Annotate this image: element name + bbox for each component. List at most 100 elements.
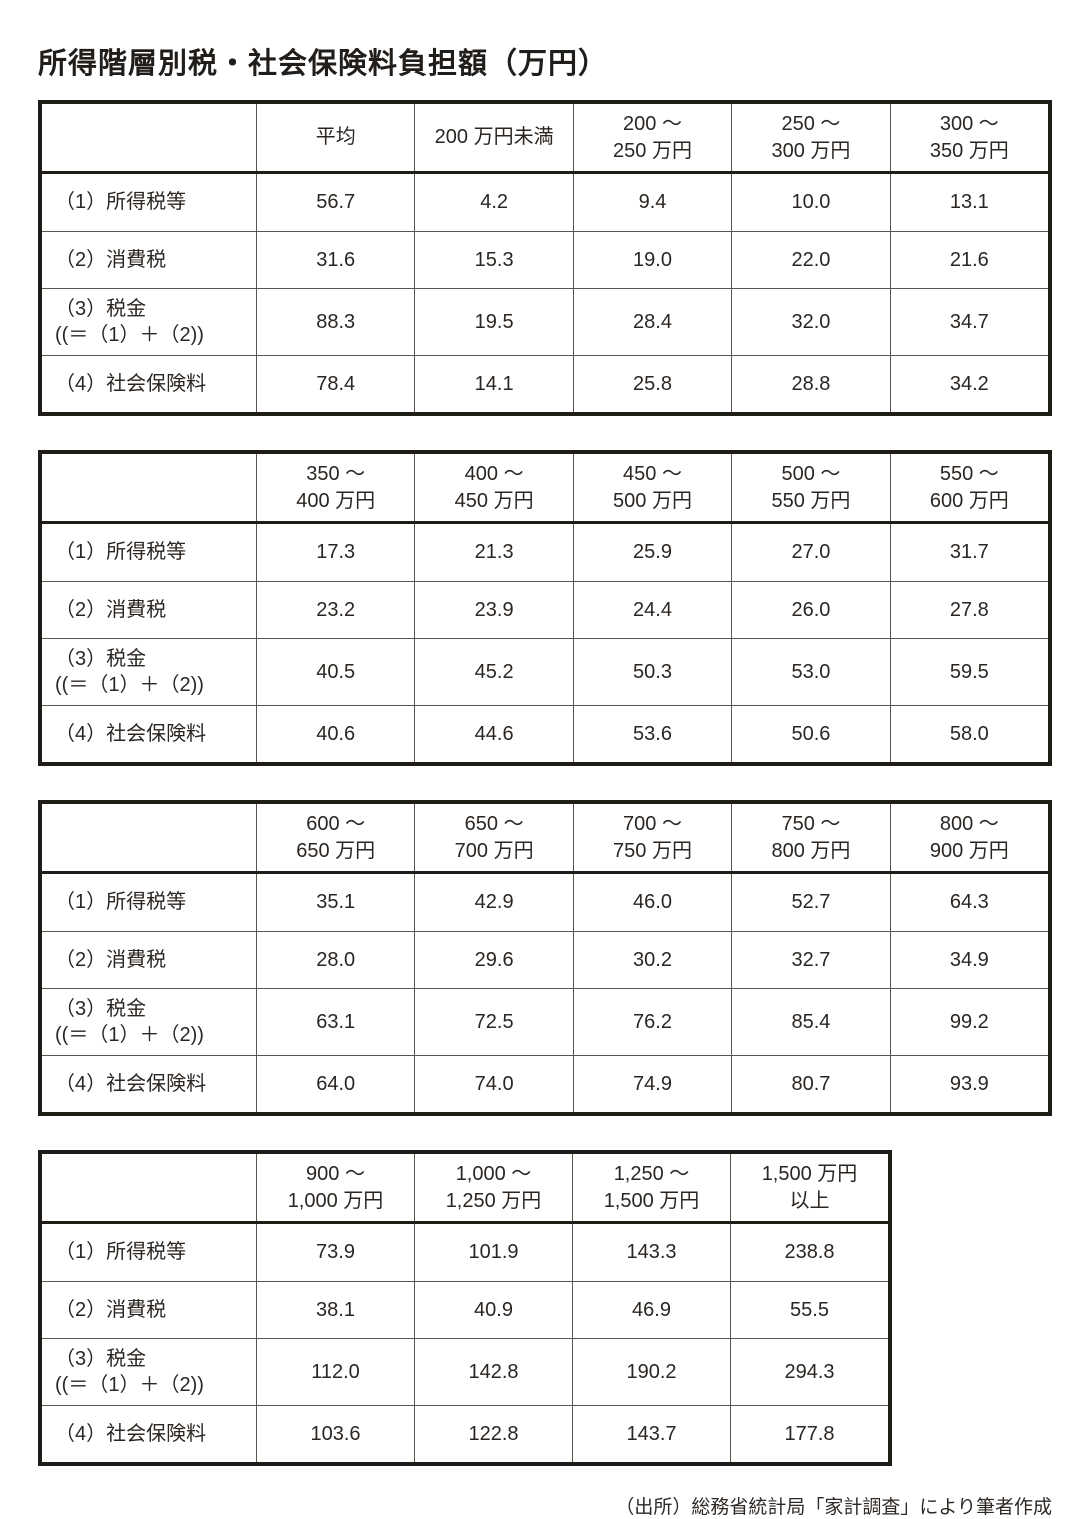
data-cell: 25.9 — [572, 524, 731, 581]
data-cell: 28.8 — [731, 356, 889, 412]
data-cell: 53.0 — [731, 639, 889, 705]
row-label-cell: （1）所得税等 — [42, 1224, 256, 1281]
cell-text-line: 74.0 — [474, 1072, 514, 1095]
cell-text-line: 72.5 — [474, 1010, 514, 1033]
cell-text-line: 1,000 万円 — [287, 1189, 384, 1212]
cell-text-line: 500 ～ — [781, 463, 841, 486]
cell-text-line: ((＝（1）＋（2)) — [55, 1024, 204, 1046]
cell-text-line: 122.8 — [468, 1422, 519, 1445]
corner-cell — [42, 104, 256, 171]
cell-text-line: 900 万円 — [929, 839, 1009, 862]
cell-text-line: 550 ～ — [939, 463, 999, 486]
cell-text-line: （3）税金 — [55, 647, 147, 670]
cell-text-line: 1,250 万円 — [445, 1189, 542, 1212]
column-header-cell: 700 ～ 750 万円 — [572, 804, 731, 871]
cell-text-line: （1）所得税等 — [55, 191, 187, 214]
data-cell: 27.0 — [731, 524, 889, 581]
cell-text-line: 190.2 — [626, 1360, 677, 1383]
cell-text-line: 143.3 — [626, 1241, 677, 1264]
data-cell: 50.6 — [731, 706, 889, 762]
column-header-cell: 400 ～ 450 万円 — [414, 454, 572, 521]
column-header-cell: 800 ～ 900 万円 — [889, 804, 1048, 871]
data-cell: 45.2 — [414, 639, 572, 705]
data-cell: 294.3 — [730, 1339, 888, 1405]
cell-text-line: 45.2 — [474, 660, 514, 683]
cell-text-line: 28.4 — [633, 310, 672, 333]
data-cell: 42.9 — [414, 874, 572, 931]
data-cell: 142.8 — [414, 1339, 572, 1405]
data-cell: 30.2 — [572, 932, 731, 988]
cell-text-line: 500 万円 — [613, 489, 692, 512]
data-cell: 31.7 — [889, 524, 1048, 581]
table-row: （4）社会保険料 64.0 74.0 74.9 80.7 93.9 — [42, 1055, 1048, 1112]
row-label-cell: （2）消費税 — [42, 582, 256, 638]
data-cell: 23.9 — [414, 582, 572, 638]
column-header-cell: 900 ～ 1,000 万円 — [256, 1154, 414, 1221]
data-cell: 4.2 — [414, 174, 572, 231]
cell-text-line: 300 万円 — [771, 139, 851, 162]
data-cell: 56.7 — [256, 174, 414, 231]
data-cell: 40.6 — [256, 706, 414, 762]
cell-text-line: （2）消費税 — [55, 1298, 167, 1321]
column-header-cell: 500 ～ 550 万円 — [731, 454, 889, 521]
cell-text-line: 25.9 — [633, 541, 672, 564]
cell-text-line: 85.4 — [791, 1010, 831, 1033]
cell-text-line: 31.6 — [316, 248, 356, 271]
data-cell: 34.2 — [889, 356, 1048, 412]
cell-text-line: 25.8 — [633, 372, 672, 395]
cell-text-line: 93.9 — [949, 1072, 989, 1095]
cell-text-line: 21.3 — [474, 541, 514, 564]
cell-text-line: 40.6 — [316, 722, 356, 745]
cell-text-line: （2）消費税 — [55, 248, 167, 271]
data-cell: 29.6 — [414, 932, 572, 988]
cell-text-line: （2）消費税 — [55, 598, 167, 621]
cell-text-line: 23.2 — [316, 598, 356, 621]
data-cell: 26.0 — [731, 582, 889, 638]
data-cell: 31.6 — [256, 232, 414, 288]
data-cell: 73.9 — [256, 1224, 414, 1281]
header-row: 平均 200 万円未満 200 ～ 250 万円 250 ～ 300 万円 300 ～ 350… — [42, 104, 1048, 174]
data-cell: 27.8 — [889, 582, 1048, 638]
cell-text-line: （3）税金 — [55, 297, 147, 320]
data-cell: 35.1 — [256, 874, 414, 931]
cell-text-line: 53.6 — [633, 722, 672, 745]
cell-text-line: 53.0 — [791, 660, 831, 683]
cell-text-line: 24.4 — [633, 598, 672, 621]
data-cell: 14.1 — [414, 356, 572, 412]
cell-text-line: 700 ～ — [623, 813, 682, 836]
cell-text-line: 112.0 — [311, 1360, 360, 1383]
data-cell: 19.0 — [572, 232, 731, 288]
column-header-cell: 650 ～ 700 万円 — [414, 804, 572, 871]
cell-text-line: 300 ～ — [939, 113, 999, 136]
data-cell: 46.9 — [572, 1282, 730, 1338]
column-header-cell: 600 ～ 650 万円 — [256, 804, 414, 871]
row-label-cell: （4）社会保険料 — [42, 1056, 256, 1112]
table-row: （2）消費税 31.6 15.3 19.0 22.0 21.6 — [42, 231, 1048, 288]
cell-text-line: 32.0 — [791, 310, 831, 333]
column-header-cell: 200 ～ 250 万円 — [572, 104, 731, 171]
data-cell: 88.3 — [256, 289, 414, 355]
data-cell: 52.7 — [731, 874, 889, 931]
data-cell: 58.0 — [889, 706, 1048, 762]
data-cell: 78.4 — [256, 356, 414, 412]
data-cell: 32.7 — [731, 932, 889, 988]
table-row: （2）消費税 38.1 40.9 46.9 55.5 — [42, 1281, 888, 1338]
data-cell: 85.4 — [731, 989, 889, 1055]
cell-text-line: 64.3 — [949, 891, 989, 914]
data-cell: 59.5 — [889, 639, 1048, 705]
table-row: （4）社会保険料 40.6 44.6 53.6 50.6 58.0 — [42, 705, 1048, 762]
row-label-cell: （3）税金 ((＝（1）＋（2)) — [42, 639, 256, 705]
data-cell: 99.2 — [889, 989, 1048, 1055]
data-cell: 143.7 — [572, 1406, 730, 1462]
row-label-cell: （3）税金 ((＝（1）＋（2)) — [42, 1339, 256, 1405]
data-cell: 80.7 — [731, 1056, 889, 1112]
cell-text-line: （2）消費税 — [55, 948, 167, 971]
cell-text-line: 103.6 — [310, 1422, 361, 1445]
cell-text-line: 14.1 — [474, 372, 514, 395]
row-label-cell: （3）税金 ((＝（1）＋（2)) — [42, 289, 256, 355]
data-cell: 13.1 — [889, 174, 1048, 231]
cell-text-line: 34.7 — [949, 310, 989, 333]
header-row: 350 ～ 400 万円 400 ～ 450 万円 450 ～ 500 万円 500 ～ 55… — [42, 454, 1048, 524]
cell-text-line: 1,500 万円 — [603, 1189, 700, 1212]
cell-text-line: 400 ～ — [464, 463, 524, 486]
